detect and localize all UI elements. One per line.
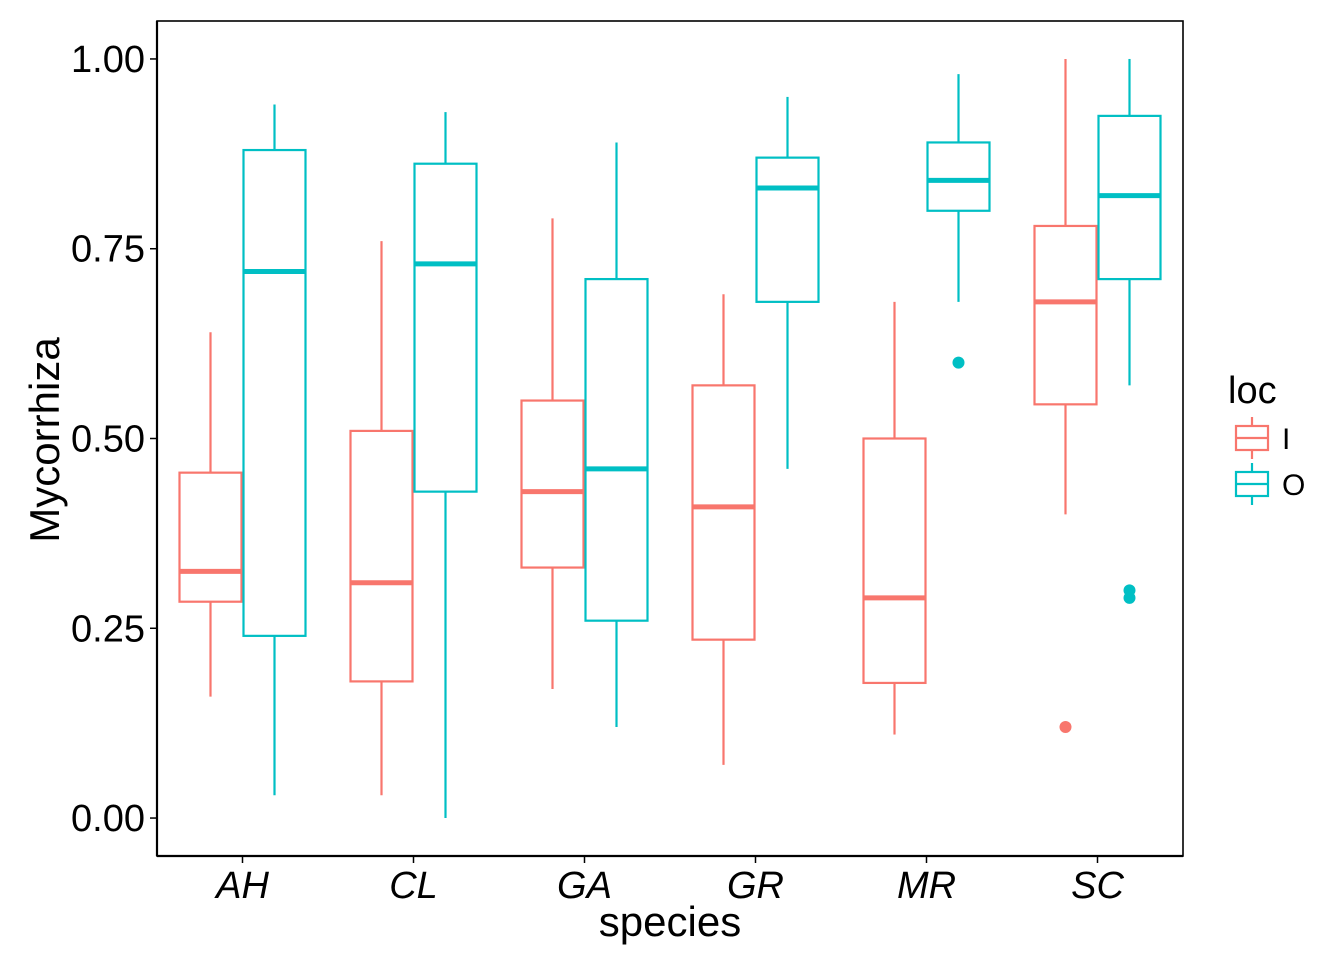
x-tick-label-gr: GR (727, 865, 784, 907)
box-mr-i (862, 301, 927, 735)
legend-key-o: O (1234, 463, 1305, 505)
box-ga-i (520, 218, 585, 689)
x-tick-label-cl: CL (389, 865, 438, 907)
box-iqr (584, 277, 649, 622)
x-tick-label-ah: AH (214, 865, 269, 907)
y-axis-title: Mycorrhiza (21, 337, 68, 543)
outlier-point (1123, 584, 1136, 597)
x-tick-label-ga: GA (557, 865, 612, 907)
y-tick-label: 0.75 (71, 229, 145, 271)
box-sc-o (1097, 58, 1162, 604)
legend-key-i: I (1234, 417, 1290, 459)
box-iqr (691, 384, 756, 641)
box-cl-i (349, 241, 414, 796)
box-gr-o (755, 96, 820, 469)
y-tick-label: 0.00 (71, 798, 145, 840)
legend-title: loc (1228, 370, 1277, 412)
legend-label-i: I (1282, 423, 1290, 456)
box-ga-o (584, 142, 649, 727)
legend-keys: IO (1234, 417, 1305, 505)
legend: loc IO (1228, 370, 1305, 505)
box-layer (178, 58, 1162, 819)
box-iqr (520, 399, 585, 569)
box-iqr (349, 429, 414, 683)
box-ah-i (178, 332, 243, 697)
box-iqr (413, 162, 478, 493)
y-tick-label: 1.00 (71, 39, 145, 81)
y-tick-label: 0.50 (71, 419, 145, 461)
box-cl-o (413, 112, 478, 819)
box-iqr (755, 156, 820, 303)
box-sc-i (1033, 58, 1098, 733)
x-axis-title: species (599, 898, 741, 945)
box-iqr (1033, 224, 1098, 406)
box-iqr (242, 148, 307, 637)
box-iqr (178, 471, 243, 603)
box-mr-o (926, 74, 991, 369)
box-gr-i (691, 294, 756, 765)
plot-panel (156, 20, 1184, 857)
y-tick-labels: 0.00 0.25 0.50 0.75 1.00 (71, 39, 157, 840)
y-tick-label: 0.25 (71, 608, 145, 650)
box-ah-o (242, 104, 307, 796)
legend-label-o: O (1282, 469, 1305, 502)
box-iqr (862, 437, 927, 685)
outlier-point (952, 356, 965, 369)
x-tick-label-mr: MR (897, 865, 956, 907)
box-iqr (926, 141, 991, 212)
x-tick-label-sc: SC (1071, 865, 1124, 907)
outlier-point (1059, 720, 1072, 733)
x-tick-labels: AH CL GA GR MR SC (214, 856, 1124, 907)
